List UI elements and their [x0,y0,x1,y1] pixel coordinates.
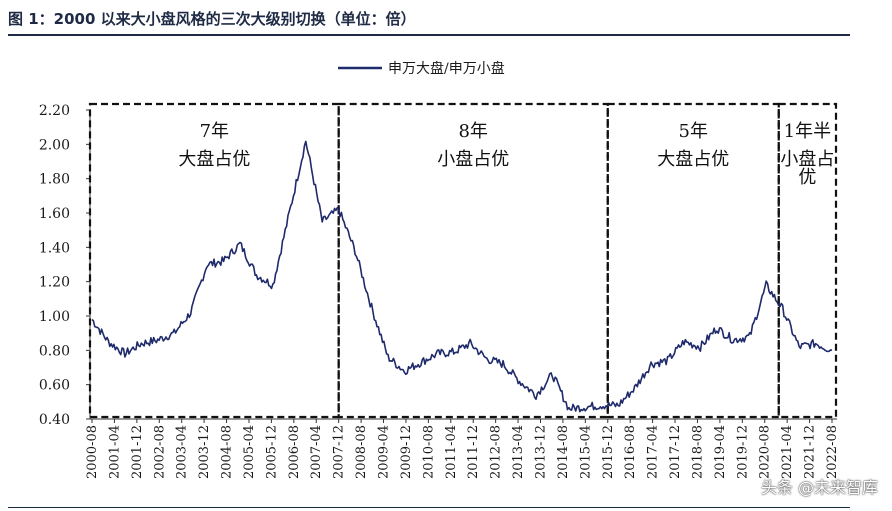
x-tick-label: 2007-04 [309,425,324,479]
x-tick-label: 2001-12 [130,425,145,479]
x-tick-label: 2022-08 [825,425,840,479]
bottom-divider [8,507,850,508]
y-tick-label: 0.60 [39,378,70,394]
period-duration-label: 7年 [200,121,229,142]
period-box [88,102,340,419]
x-tick-label: 2018-08 [690,425,705,479]
x-tick-label: 2009-12 [399,425,414,479]
y-tick-label: 2.20 [39,103,70,119]
x-tick-label: 2011-04 [444,425,459,479]
y-tick-label: 1.20 [39,275,70,291]
x-tick-label: 2021-04 [780,425,795,479]
x-tick-label: 2010-08 [421,425,436,479]
x-tick-label: 2015-12 [601,425,616,479]
period-style-label: 大盘占优 [657,149,729,170]
figure-title: 图 1：2000 以来大小盘风格的三次大级别切换（单位：倍） [8,10,416,28]
title-divider [8,34,850,36]
x-tick-label: 2011-12 [466,425,481,479]
y-tick-label: 2.00 [39,137,70,153]
period-style-label: 大盘占优 [178,149,250,170]
y-tick-label: 1.60 [39,206,70,222]
period-box [337,102,609,419]
x-tick-label: 2008-08 [354,425,369,479]
x-tick-label: 2005-12 [264,425,279,479]
x-tick-label: 2007-12 [332,425,347,479]
x-tick-label: 2016-08 [623,425,638,479]
x-tick-label: 2003-12 [197,425,212,479]
y-tick-label: 1.40 [39,240,70,256]
period-duration-label: 1年半 [784,121,831,142]
period-duration-label: 8年 [458,121,487,142]
x-tick-label: 2001-04 [107,425,122,479]
period-duration-label: 5年 [679,121,708,142]
y-tick-label: 0.80 [39,343,70,359]
period-style-label-cont: 优 [798,167,816,188]
x-tick-label: 2014-08 [556,425,571,479]
y-ticks: 0.40 0.60 0.80 1.00 1.20 1.40 1.60 1.80 2.00 2.20 [39,103,90,428]
x-tick-label: 2005-04 [242,425,257,479]
y-tick-label: 1.00 [39,309,70,325]
x-tick-label: 2020-08 [758,425,773,479]
x-tick-label: 2013-12 [533,425,548,479]
x-tick-label: 2000-08 [85,425,100,479]
x-tick-label: 2019-12 [735,425,750,479]
x-tick-label: 2004-08 [220,425,235,479]
x-tick-label: 2003-04 [175,425,190,479]
watermark: 头条 @未来智库 [760,478,878,497]
x-tick-label: 2017-12 [668,425,683,479]
legend-label: 申万大盘/申万小盘 [388,60,505,77]
x-tick-label: 2012-08 [489,425,504,479]
x-ticks: 2000-08 2001-04 2001-12 2002-08 2003-04 2003-… [85,419,840,479]
period-box [777,102,838,419]
x-tick-label: 2017-04 [646,425,661,479]
period-style-label: 小盘占优 [437,149,509,170]
series-line [91,140,833,413]
x-tick-label: 2021-12 [803,425,818,479]
figure-header: 图 1：2000 以来大小盘风格的三次大级别切换（单位：倍） [0,0,892,40]
y-tick-label: 1.80 [39,172,70,188]
series-lines [91,140,833,413]
x-tick-label: 2015-04 [578,425,593,479]
x-tick-label: 2009-04 [377,425,392,479]
x-tick-label: 2002-08 [152,425,167,479]
y-tick-label: 0.40 [39,412,70,428]
legend: 申万大盘/申万小盘 [338,60,505,77]
x-tick-label: 2013-04 [511,425,526,479]
period-style-label: 小盘占 [780,149,834,170]
x-tick-label: 2006-08 [287,425,302,479]
x-tick-label: 2019-04 [713,425,728,479]
